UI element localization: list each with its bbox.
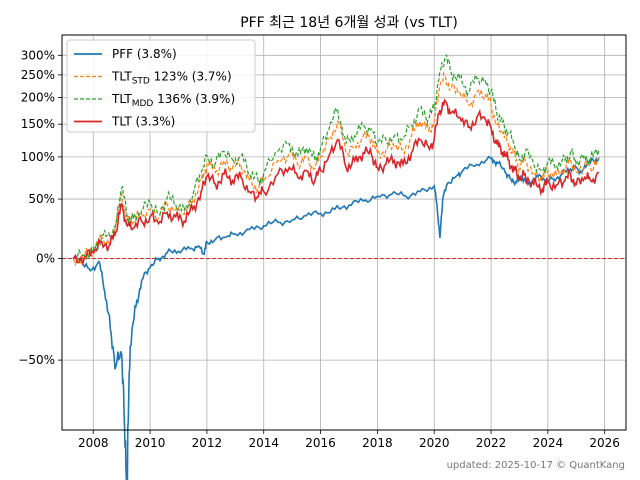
series-line-tlt: [72, 98, 600, 267]
x-tick-label: 2018: [362, 436, 393, 450]
y-tick-label: −50%: [18, 353, 55, 367]
x-tick-label: 2022: [476, 436, 507, 450]
x-tick-label: 2010: [135, 436, 166, 450]
legend-box: [66, 39, 256, 133]
series-line-pff: [72, 155, 600, 480]
y-tick-label: 150%: [21, 117, 55, 131]
y-tick-label: 50%: [28, 192, 55, 206]
y-tick-label: 300%: [21, 48, 55, 62]
y-tick-label: 250%: [21, 68, 55, 82]
legend-label-rest: 123% (3.7%): [150, 70, 232, 84]
y-axis: 300% 250% 200% 150% 100% 50% 0% −50%: [18, 48, 62, 367]
y-tick-label: 100%: [21, 150, 55, 164]
legend-label-subscript: STD: [132, 77, 150, 87]
x-tick-label: 2012: [192, 436, 223, 450]
x-axis: 2008 2010 2012 2014 2016 2018 2020 2022 2024 2026: [78, 430, 620, 450]
x-tick-label: 2014: [248, 436, 279, 450]
legend-label: TLTMDD 136% (3.9%): [111, 92, 235, 109]
x-tick-label: 2008: [78, 436, 109, 450]
legend-label-main: TLT: [111, 70, 132, 84]
x-tick-label: 2020: [419, 436, 450, 450]
series-layer: [72, 54, 600, 480]
legend-label-rest: 136% (3.9%): [153, 92, 235, 106]
legend-label: TLTSTD 123% (3.7%): [111, 70, 232, 87]
y-tick-label: 0%: [36, 252, 55, 266]
plot-frame: [61, 34, 627, 431]
legend-label-subscript: MDD: [132, 99, 154, 109]
y-tick-label: 200%: [21, 90, 55, 104]
legend-label-main: TLT: [111, 92, 132, 106]
legend-label: TLT (3.3%): [111, 115, 175, 129]
chart-title: PFF 최근 18년 6개월 성과 (vs TLT): [240, 15, 458, 31]
footer-credit: updated: 2025-10-17 © QuantKang: [447, 460, 625, 471]
legend-label: PFF (3.8%): [112, 47, 177, 61]
x-tick-label: 2016: [305, 436, 336, 450]
x-tick-label: 2024: [533, 436, 564, 450]
legend: PFF (3.8%)TLTSTD 123% (3.7%)TLTMDD 136% …: [66, 39, 256, 133]
x-tick-label: 2026: [589, 436, 620, 450]
series-line-tlt_mdd: [72, 54, 600, 261]
